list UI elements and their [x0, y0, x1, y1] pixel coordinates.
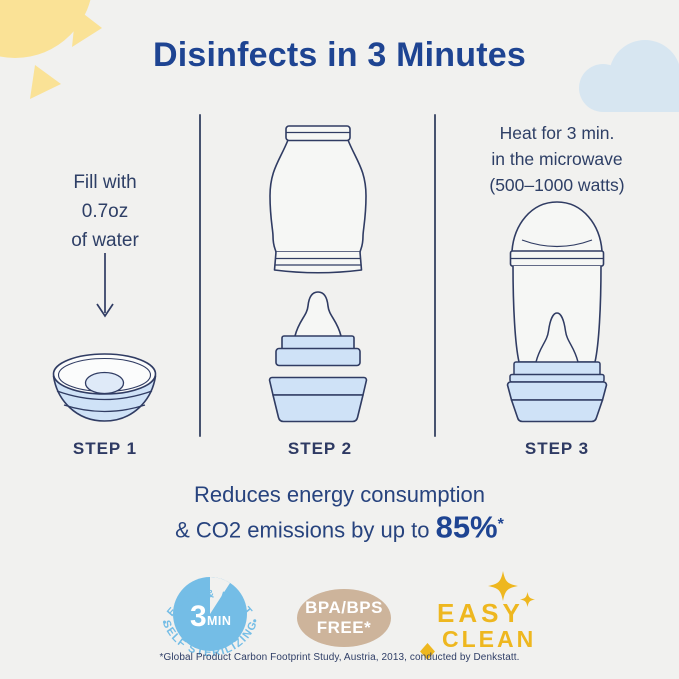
- step3-instruction: Heat for 3 min. in the microwave (500–10…: [489, 123, 625, 195]
- water-bowl-illustration: [52, 353, 157, 422]
- easy-clean-text: EASY CLEAN: [437, 598, 537, 652]
- divider-right: [434, 114, 436, 437]
- down-arrow-icon: [96, 253, 114, 318]
- step2-label: STEP 2: [287, 439, 353, 458]
- easy-clean-badge: EASY CLEAN: [415, 560, 555, 668]
- benefit-statement: Reduces energy consumption & CO2 emissio…: [0, 480, 679, 545]
- step3-label: STEP 3: [524, 439, 590, 458]
- cloud-icon: [579, 40, 679, 112]
- sparkle-diamond-icon: [420, 643, 435, 660]
- badge-minutes-number: 3: [190, 600, 207, 633]
- benefit-line1: Reduces energy consumption: [193, 482, 486, 507]
- sparkle-icon: [520, 592, 535, 607]
- divider-left: [199, 114, 201, 437]
- step1-instruction: Fill with 0.7oz of water: [71, 172, 139, 251]
- sterilizer-base-illustration: [268, 376, 368, 423]
- sun-icon: [0, 0, 102, 99]
- benefit-line2: & CO2 emissions by up to 85%*: [175, 509, 504, 545]
- self-sterilizing-badge: 3 MIN • EASY & FAST • SELF STERILIZING: [159, 577, 260, 659]
- footnote: *Global Product Carbon Footprint Study, …: [159, 652, 520, 663]
- bpa-free-badge: BPA/BPS FREE*: [297, 589, 391, 647]
- page-title: Disinfects in 3 Minutes: [152, 36, 526, 74]
- benefit-highlight: 85%: [435, 509, 498, 545]
- clock-wedge-icon: [210, 577, 230, 614]
- badge-minutes-unit: MIN: [207, 614, 231, 628]
- bottle-body-illustration: [269, 125, 367, 274]
- step1-label: STEP 1: [72, 439, 138, 458]
- assembled-bottle-illustration: [506, 201, 608, 423]
- benefit-footnote-marker: *: [497, 516, 504, 533]
- nipple-and-ring-illustration: [275, 291, 361, 367]
- sparkle-icon: [488, 571, 518, 601]
